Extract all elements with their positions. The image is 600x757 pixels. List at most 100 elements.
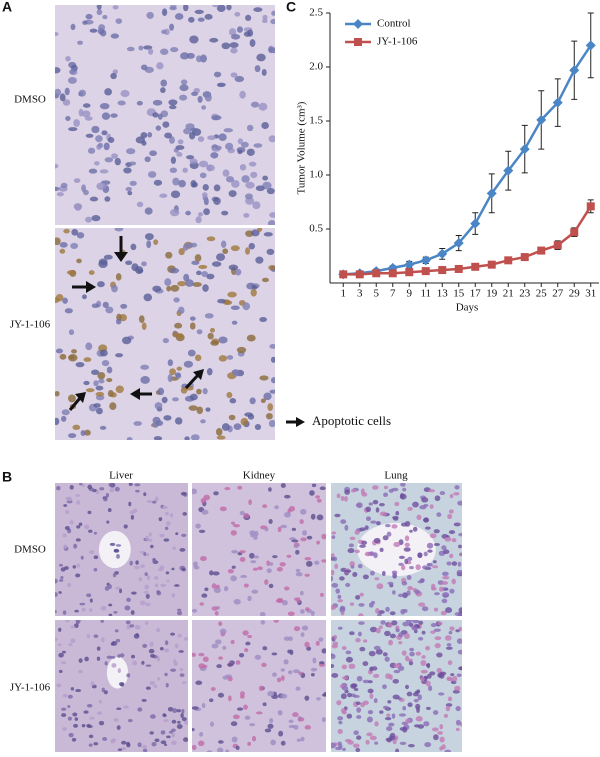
marker (537, 246, 546, 255)
cell (391, 487, 399, 492)
cell (88, 734, 94, 739)
cell (201, 105, 207, 110)
cell (213, 71, 222, 78)
cell (349, 561, 355, 567)
cell (230, 245, 240, 252)
cell (331, 535, 336, 539)
cell (143, 590, 149, 595)
cell (169, 208, 180, 217)
cell (143, 293, 153, 302)
cell (298, 671, 303, 675)
cell (302, 530, 308, 536)
cell (331, 664, 335, 669)
cell (55, 578, 58, 584)
cell (74, 717, 79, 721)
cell (76, 258, 82, 264)
cell (359, 646, 366, 652)
cell (304, 556, 312, 561)
cell (360, 702, 366, 708)
cell (123, 524, 128, 529)
cell (411, 625, 418, 631)
x-tick-label: 13 (437, 288, 449, 300)
cell (186, 155, 195, 160)
cell (161, 8, 168, 17)
cell (354, 530, 360, 535)
cell (59, 248, 66, 254)
cell (433, 529, 440, 534)
cell (98, 378, 105, 384)
cell (63, 228, 70, 234)
cell (194, 254, 202, 262)
cell (132, 660, 138, 666)
cell (88, 529, 93, 533)
cell (344, 496, 348, 502)
cell (181, 567, 186, 572)
cell (283, 659, 289, 665)
cell (210, 340, 219, 346)
cell (315, 495, 320, 499)
cell (447, 696, 453, 702)
cell (295, 549, 300, 555)
cell (228, 414, 236, 421)
cell (165, 511, 169, 516)
cell (239, 691, 245, 697)
cell (395, 748, 400, 752)
cell (296, 738, 302, 742)
cell (415, 651, 422, 656)
cell (78, 658, 83, 663)
cell (115, 544, 122, 547)
cell (145, 535, 149, 541)
cell (239, 90, 246, 99)
cell (387, 700, 392, 704)
cell (345, 650, 352, 655)
cell (190, 127, 198, 132)
cell (133, 565, 140, 570)
cell (75, 494, 80, 497)
cell (230, 47, 238, 54)
cell (349, 631, 355, 636)
cell (257, 228, 263, 232)
cell (451, 561, 458, 566)
cell (442, 575, 450, 580)
cell (96, 656, 101, 661)
cell (301, 625, 309, 631)
cell (111, 153, 118, 159)
cell (200, 498, 207, 504)
cell (382, 652, 388, 657)
cell (449, 626, 455, 631)
cell (59, 93, 66, 102)
cell (270, 739, 276, 746)
cell (180, 491, 187, 496)
cell (395, 628, 400, 633)
cell (269, 344, 275, 349)
cell (451, 578, 456, 585)
cell (366, 732, 373, 737)
cell (376, 583, 384, 590)
cell (60, 182, 68, 189)
cell (102, 301, 109, 308)
cell (255, 711, 263, 715)
cell (334, 563, 338, 570)
cell (244, 193, 253, 200)
cell (227, 569, 234, 574)
cell (295, 686, 301, 691)
cell (75, 538, 81, 542)
cell (391, 620, 398, 626)
cell (73, 543, 78, 549)
cell (433, 734, 439, 741)
cell (60, 575, 64, 580)
cell (172, 546, 177, 550)
x-tick-label: 1 (341, 288, 347, 300)
cell (141, 745, 148, 749)
cell (130, 243, 137, 251)
cell (166, 579, 170, 583)
cell (171, 732, 175, 738)
cell (359, 544, 366, 548)
cell (207, 135, 216, 141)
cell (237, 485, 243, 490)
cell (141, 140, 147, 146)
cell (253, 7, 263, 12)
cell (198, 529, 206, 533)
cell (108, 603, 113, 607)
cell (253, 555, 260, 559)
